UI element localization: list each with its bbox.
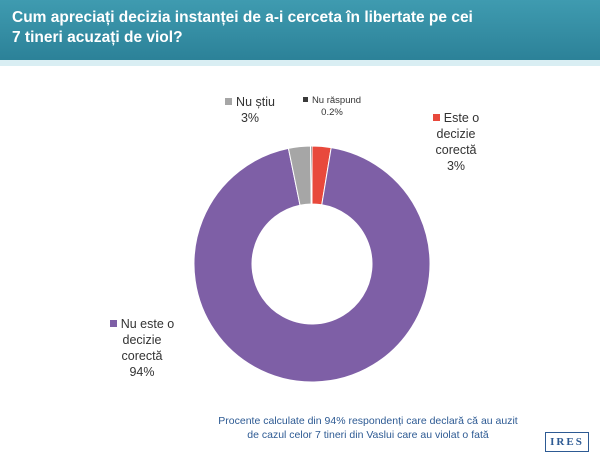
label-nu-corecta-value: 94% xyxy=(129,365,155,379)
chart-title: Cum apreciați decizia instanței de a-i c… xyxy=(12,9,473,46)
label-nu-stiu: Nu știu 3% xyxy=(215,94,285,126)
footnote-line2: de cazul celor 7 tineri din Vaslui care … xyxy=(247,429,489,441)
label-corecta: Este o decizie corectă 3% xyxy=(416,110,496,174)
title-stripe xyxy=(0,60,600,66)
donut-slice-nu-corecta xyxy=(193,146,431,383)
title-bar: Cum apreciați decizia instanței de a-i c… xyxy=(0,0,600,66)
label-corecta-line3: corectă xyxy=(435,143,477,157)
donut-slice-nu-raspund xyxy=(310,145,313,205)
label-nu-corecta-line1: Nu este o xyxy=(120,317,175,331)
label-nu-raspund: Nu răspund 0.2% xyxy=(292,95,372,119)
legend-swatch-nu-corecta xyxy=(109,320,117,327)
legend-swatch-nu-stiu xyxy=(225,98,233,105)
label-nu-corecta-line2: decizie xyxy=(122,333,162,347)
legend-swatch-corecta xyxy=(432,114,440,121)
label-nu-corecta-line3: corectă xyxy=(121,349,163,363)
label-nu-raspund-name: Nu răspund xyxy=(311,95,362,106)
label-nu-corecta: Nu este o decizie corectă 94% xyxy=(98,316,186,380)
legend-swatch-nu-raspund xyxy=(302,97,308,102)
label-nu-raspund-value: 0.2% xyxy=(321,107,343,118)
footnote-line1: Procente calculate din 94% respondenți c… xyxy=(218,415,518,427)
ires-logo: IRES xyxy=(545,432,589,452)
label-corecta-line1: Este o xyxy=(443,111,480,125)
label-corecta-value: 3% xyxy=(446,159,466,173)
label-nu-stiu-name: Nu știu xyxy=(236,95,275,109)
label-nu-stiu-value: 3% xyxy=(240,111,260,125)
label-corecta-line2: decizie xyxy=(436,127,476,141)
footnote: Procente calculate din 94% respondenți c… xyxy=(200,414,536,442)
donut-chart xyxy=(193,145,431,383)
